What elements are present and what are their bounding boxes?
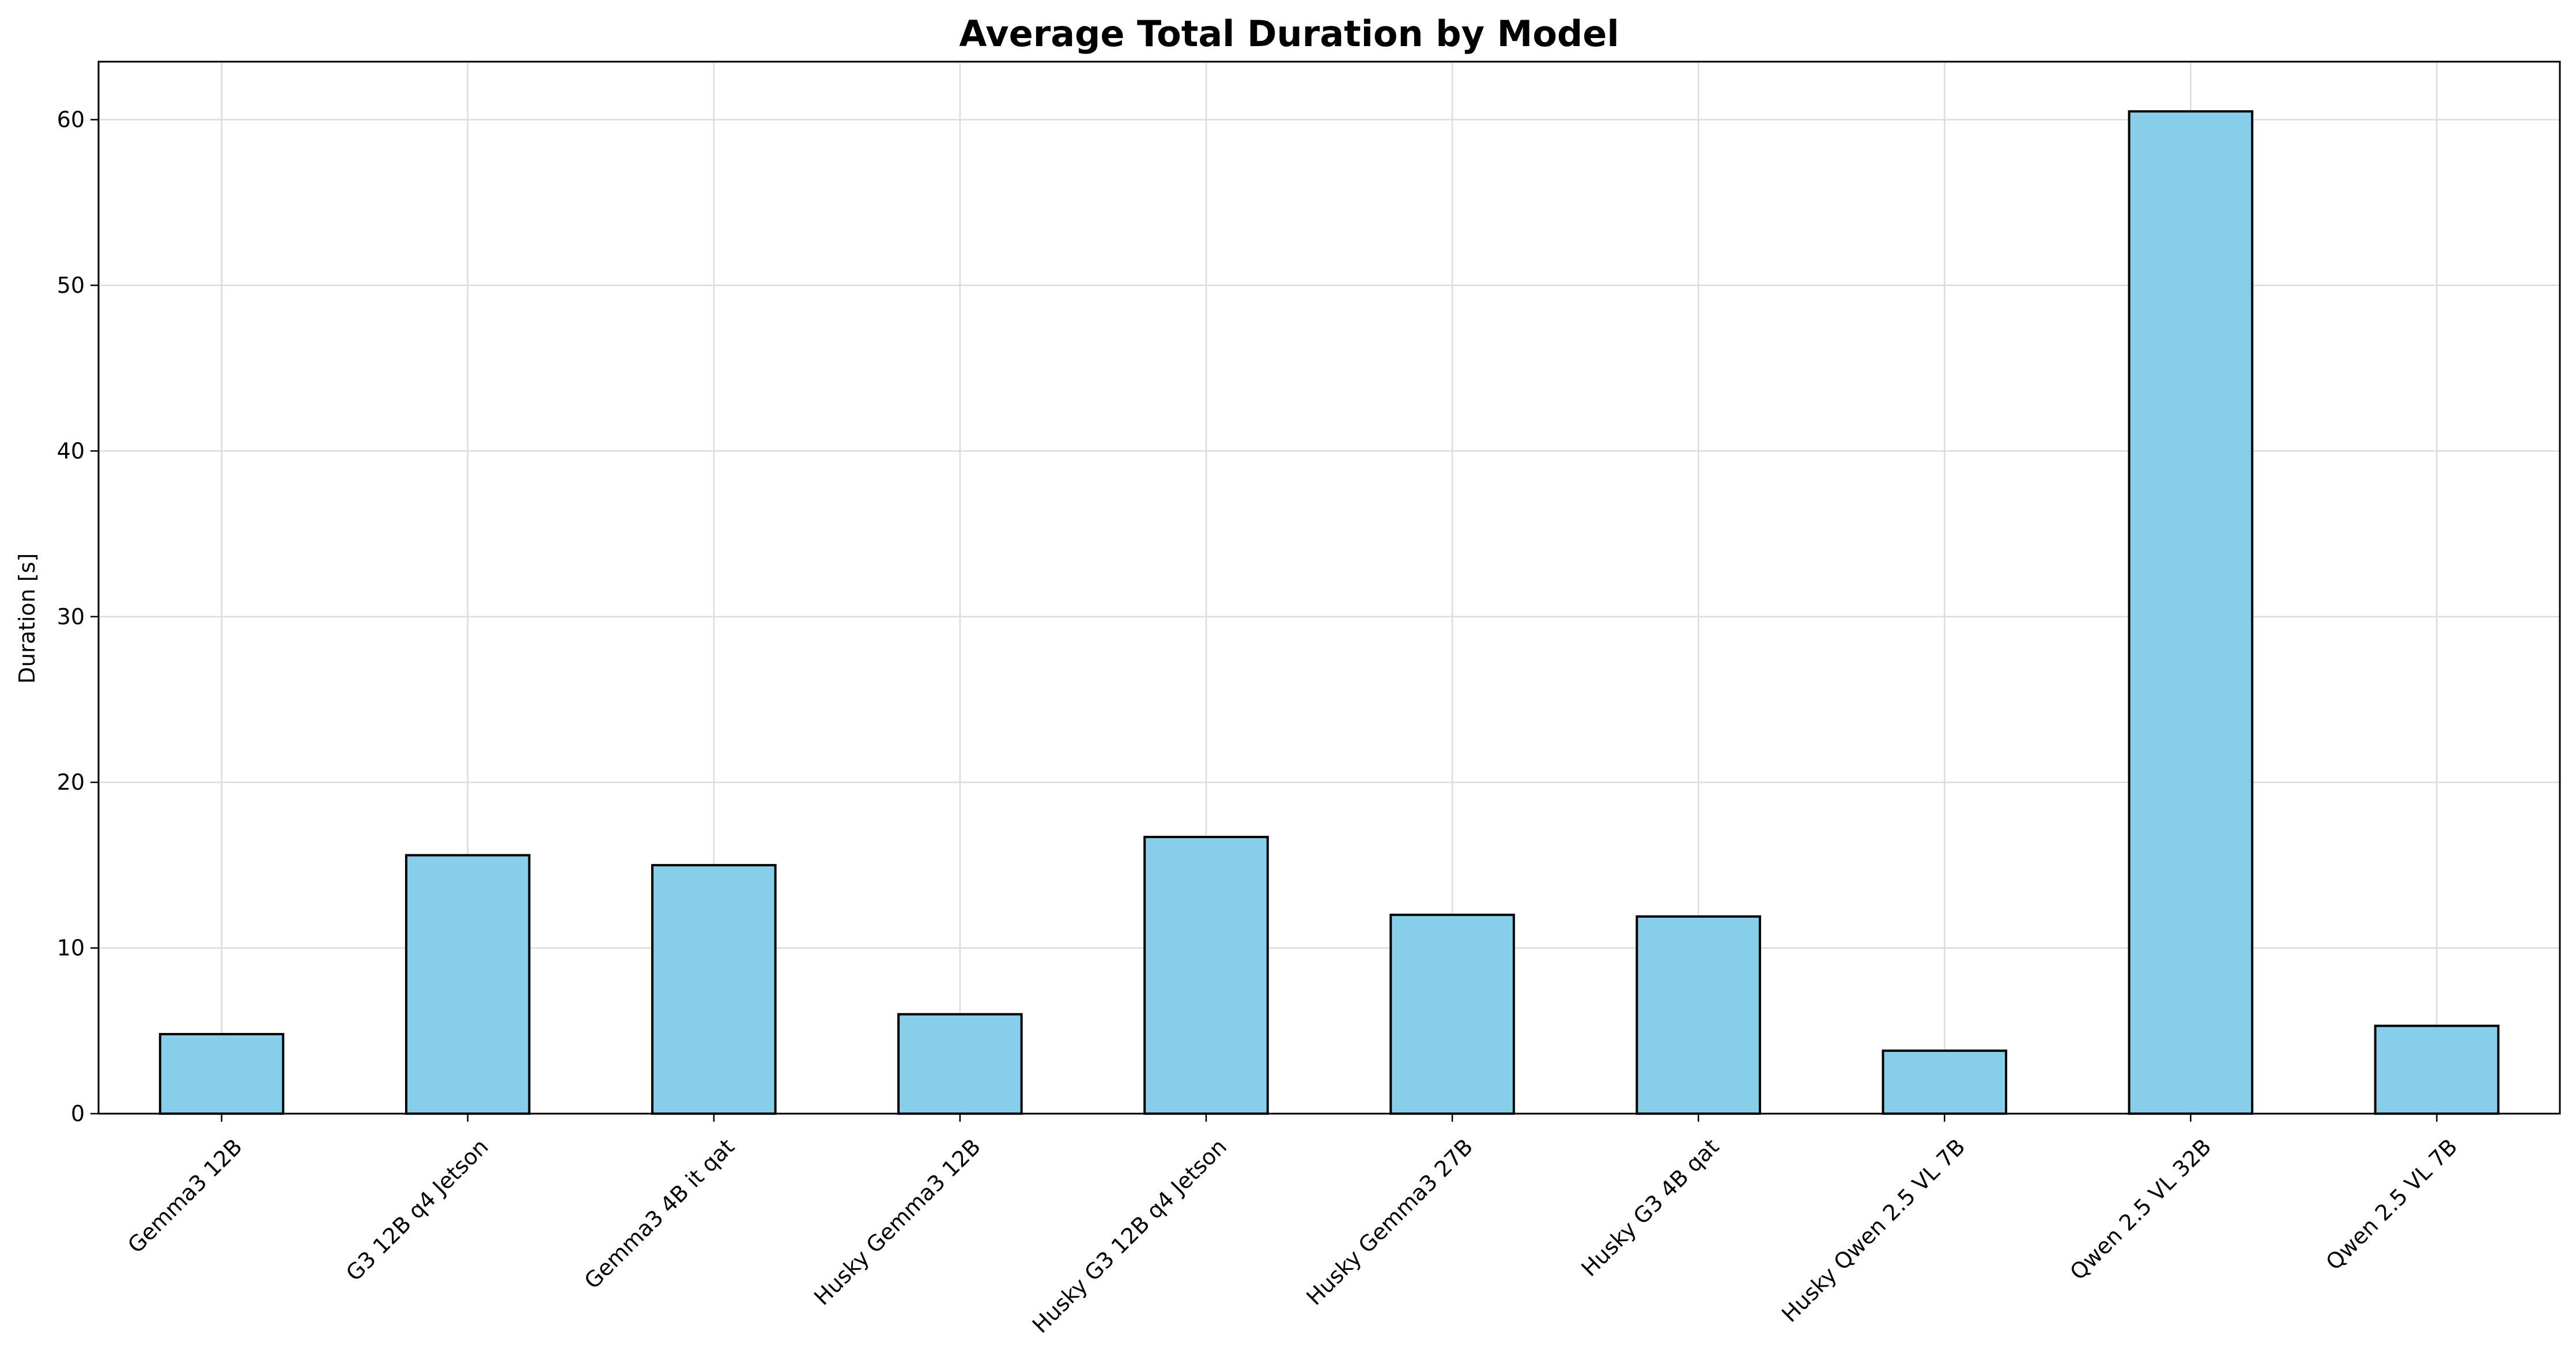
chart-title: Average Total Duration by Model bbox=[959, 13, 1619, 55]
x-tick-label: Gemma3 4B it qat bbox=[579, 1134, 739, 1294]
y-axis: 0 10 20 30 40 50 60 bbox=[57, 107, 99, 1126]
bar bbox=[1636, 915, 1761, 1115]
bar bbox=[1143, 836, 1269, 1115]
bar bbox=[651, 863, 777, 1115]
x-tick-label: Qwen 2.5 VL 7B bbox=[2321, 1134, 2462, 1275]
x-tick-label: Qwen 2.5 VL 32B bbox=[2065, 1134, 2216, 1285]
bar bbox=[2128, 110, 2254, 1115]
x-tick-label: G3 12B q4 Jetson bbox=[341, 1134, 493, 1286]
bar bbox=[158, 1033, 285, 1115]
bar bbox=[1389, 914, 1515, 1115]
x-tick-label: Husky Gemma3 27B bbox=[1301, 1134, 1478, 1310]
bar bbox=[897, 1013, 1023, 1115]
x-tick-label: Husky Qwen 2.5 VL 7B bbox=[1777, 1134, 1970, 1327]
bar bbox=[405, 854, 531, 1115]
plot-frame bbox=[97, 61, 2561, 1115]
bar bbox=[1882, 1049, 2008, 1115]
x-axis: Gemma3 12B G3 12B q4 Jetson Gemma3 4B it q… bbox=[123, 1114, 2462, 1338]
y-tick-label: 0 bbox=[71, 1101, 85, 1126]
bar bbox=[2374, 1024, 2500, 1115]
y-tick-label: 20 bbox=[57, 770, 85, 795]
y-tick-label: 60 bbox=[57, 107, 85, 133]
y-tick-label: 30 bbox=[57, 604, 85, 629]
y-tick-label: 50 bbox=[57, 273, 85, 298]
x-tick-label: Husky G3 4B qat bbox=[1576, 1134, 1724, 1281]
y-axis-label: Duration [s] bbox=[14, 553, 40, 684]
x-tick-label: Gemma3 12B bbox=[123, 1134, 247, 1258]
x-tick-label: Husky Gemma3 12B bbox=[809, 1134, 985, 1310]
bars bbox=[158, 110, 2500, 1115]
y-tick-label: 10 bbox=[57, 936, 85, 961]
y-tick-label: 40 bbox=[57, 438, 85, 463]
x-tick-label: Husky G3 12B q4 Jetson bbox=[1028, 1134, 1232, 1338]
